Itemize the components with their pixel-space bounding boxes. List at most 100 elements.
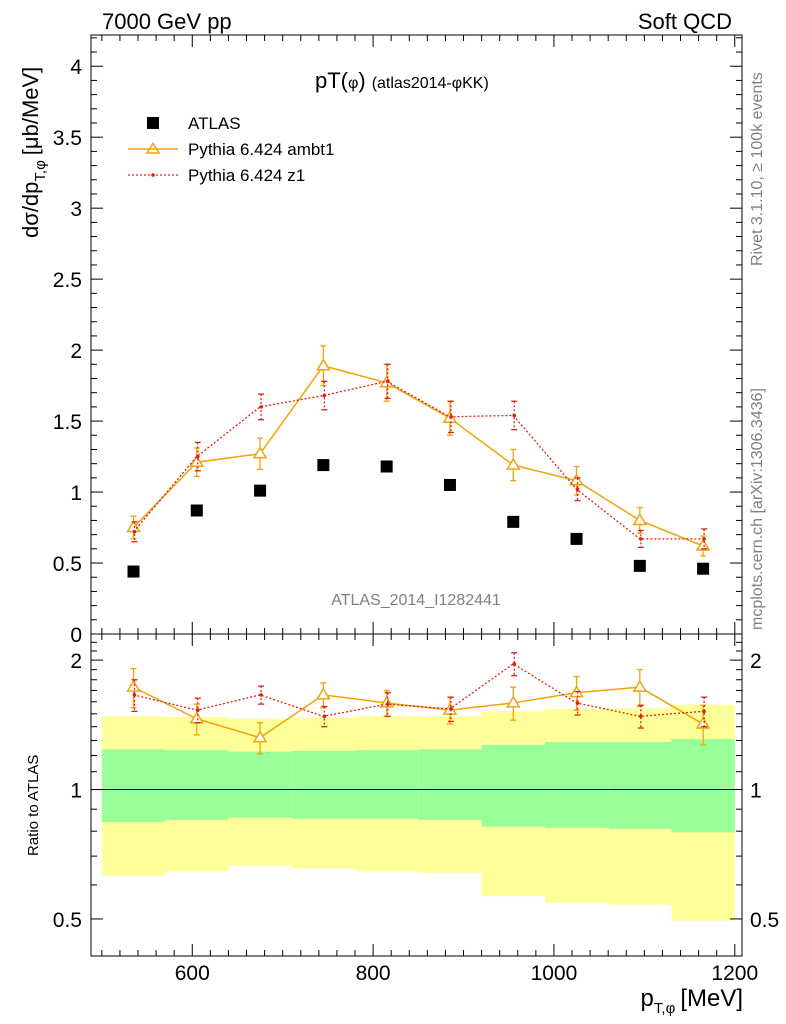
main-point-atlas bbox=[190, 504, 203, 517]
main-point-ambt1 bbox=[252, 446, 268, 459]
main-line-ambt1 bbox=[132, 364, 704, 547]
ratio-point-ambt1 bbox=[632, 679, 648, 692]
x-label-main: p bbox=[641, 985, 654, 1012]
main-point-ambt1 bbox=[569, 473, 584, 486]
plot-title-close: ) bbox=[358, 68, 365, 93]
x-tick-label: 1000 bbox=[531, 962, 578, 985]
main-point-ambt1 bbox=[632, 512, 648, 526]
plot-title-main: pT( bbox=[315, 68, 349, 93]
ratio-y-tick-label-right: 2 bbox=[750, 650, 762, 673]
x-axis-label: pT,φ [MeV] bbox=[641, 985, 743, 1017]
ratio-y-tick-label-left: 1 bbox=[70, 780, 82, 803]
main-y-tick-label: 3.5 bbox=[53, 127, 82, 150]
main-point-ambt1 bbox=[189, 454, 205, 467]
plot-title: pT(φ) (atlas2014-φKK) bbox=[315, 68, 489, 93]
band-inner-bin bbox=[228, 751, 292, 818]
band-inner-bin bbox=[355, 750, 419, 819]
band-inner-bin bbox=[165, 750, 229, 820]
legend-marker-atlas bbox=[147, 117, 159, 129]
ratio-point-z1 bbox=[259, 693, 263, 697]
main-y-tick-label: 1 bbox=[70, 482, 82, 505]
band-inner-bin bbox=[101, 749, 166, 823]
main-y-label-sub: T,φ bbox=[32, 160, 49, 182]
main-point-atlas bbox=[507, 515, 520, 528]
main-point-atlas bbox=[380, 460, 393, 473]
main-y-tick-label: 0.5 bbox=[53, 553, 82, 576]
legend-label-ambt1: Pythia 6.424 ambt1 bbox=[188, 140, 334, 159]
main-point-z1 bbox=[575, 487, 580, 492]
ratio-y-tick-label-left: 0.5 bbox=[53, 909, 82, 932]
axes-frames bbox=[90, 34, 743, 957]
band-inner-bin bbox=[481, 744, 545, 827]
ratio-point-z1 bbox=[195, 708, 200, 712]
ratio-point-z1 bbox=[702, 709, 706, 714]
ratio-point-z1 bbox=[322, 714, 327, 719]
main-point-z1 bbox=[702, 537, 706, 541]
ratio-frame bbox=[90, 633, 743, 957]
analysis-id-watermark: ATLAS_2014_I1282441 bbox=[331, 592, 501, 609]
main-point-atlas bbox=[254, 484, 267, 497]
main-y-tick-label: 0 bbox=[70, 624, 82, 647]
main-point-z1 bbox=[322, 393, 327, 398]
main-point-atlas bbox=[317, 459, 330, 472]
main-y-label-unit: [μb/MeV] bbox=[18, 67, 43, 155]
ratio-point-z1 bbox=[132, 693, 137, 697]
main-y-label-main: dσ/dp bbox=[18, 182, 43, 238]
header-category: Soft QCD bbox=[638, 9, 732, 34]
legend-label-z1: Pythia 6.424 z1 bbox=[188, 166, 305, 185]
legend-marker-z1 bbox=[151, 173, 155, 177]
main-point-atlas bbox=[127, 565, 140, 578]
ratio-line-z1 bbox=[133, 663, 704, 717]
main-point-z1 bbox=[259, 405, 263, 409]
legend-marker-ambt1 bbox=[145, 142, 161, 154]
ratio-point-z1 bbox=[449, 707, 453, 711]
band-inner-bin bbox=[671, 739, 735, 833]
main-point-ambt1 bbox=[695, 538, 711, 551]
main-y-tick-label: 3 bbox=[70, 198, 82, 221]
main-line-z1 bbox=[132, 380, 704, 540]
x-tick-label: 600 bbox=[175, 962, 210, 985]
main-point-atlas bbox=[697, 562, 710, 575]
main-y-tick-label: 2.5 bbox=[53, 269, 82, 292]
main-point-atlas bbox=[633, 559, 646, 572]
ratio-series bbox=[126, 652, 711, 755]
band-inner-bin bbox=[291, 750, 356, 819]
legend-label-atlas: ATLAS bbox=[188, 114, 241, 133]
main-point-ambt1 bbox=[505, 457, 521, 470]
band-inner-bin bbox=[418, 749, 482, 820]
ratio-point-ambt1 bbox=[126, 679, 141, 692]
ratio-point-ambt1 bbox=[695, 716, 711, 729]
ratio-y-tick-label-right: 0.5 bbox=[750, 909, 779, 932]
ratio-uncertainty-bands bbox=[101, 704, 735, 921]
main-y-tick-label: 1.5 bbox=[53, 411, 82, 434]
main-y-tick-label: 2 bbox=[70, 340, 82, 363]
ratio-y-axis-label: Ratio to ATLAS bbox=[25, 755, 42, 856]
ratio-point-z1 bbox=[512, 662, 517, 666]
mcplots-reference-label: mcplots.cern.ch [arXiv:1306.3436] bbox=[749, 388, 766, 630]
x-label-sub: T,φ bbox=[654, 1000, 676, 1017]
main-point-ambt1 bbox=[316, 358, 331, 371]
main-point-z1 bbox=[195, 454, 200, 459]
ratio-y-tick-label-right: 1 bbox=[750, 780, 762, 803]
main-y-axis-label: dσ/dpT,φ [μb/MeV] bbox=[18, 67, 49, 238]
main-point-z1 bbox=[385, 379, 390, 384]
ratio-point-z1 bbox=[639, 714, 643, 719]
axis-ticks: 0 0.5 1 1.5 2 2.5 3 3.5 4 600 800 1000 1200 0.5 0.5 1 1 2… bbox=[53, 35, 779, 985]
band-inner-bin bbox=[544, 741, 609, 828]
band-inner-bin bbox=[608, 741, 672, 829]
ratio-y-tick-label-left: 2 bbox=[70, 650, 82, 673]
plot-title-suffix: (atlas2014-φKK) bbox=[372, 75, 489, 92]
header-energy: 7000 GeV pp bbox=[102, 9, 232, 34]
main-point-atlas bbox=[570, 532, 583, 545]
ratio-point-z1 bbox=[575, 701, 580, 705]
x-tick-label: 1200 bbox=[711, 962, 758, 985]
ratio-point-ambt1 bbox=[316, 687, 331, 700]
x-tick-label: 800 bbox=[356, 962, 391, 985]
main-point-z1 bbox=[132, 530, 137, 534]
x-label-unit: [MeV] bbox=[680, 985, 743, 1012]
main-series bbox=[126, 345, 711, 578]
ratio-point-ambt1 bbox=[252, 730, 268, 743]
main-point-atlas bbox=[443, 478, 456, 491]
plot-title-phi: φ bbox=[348, 75, 358, 92]
